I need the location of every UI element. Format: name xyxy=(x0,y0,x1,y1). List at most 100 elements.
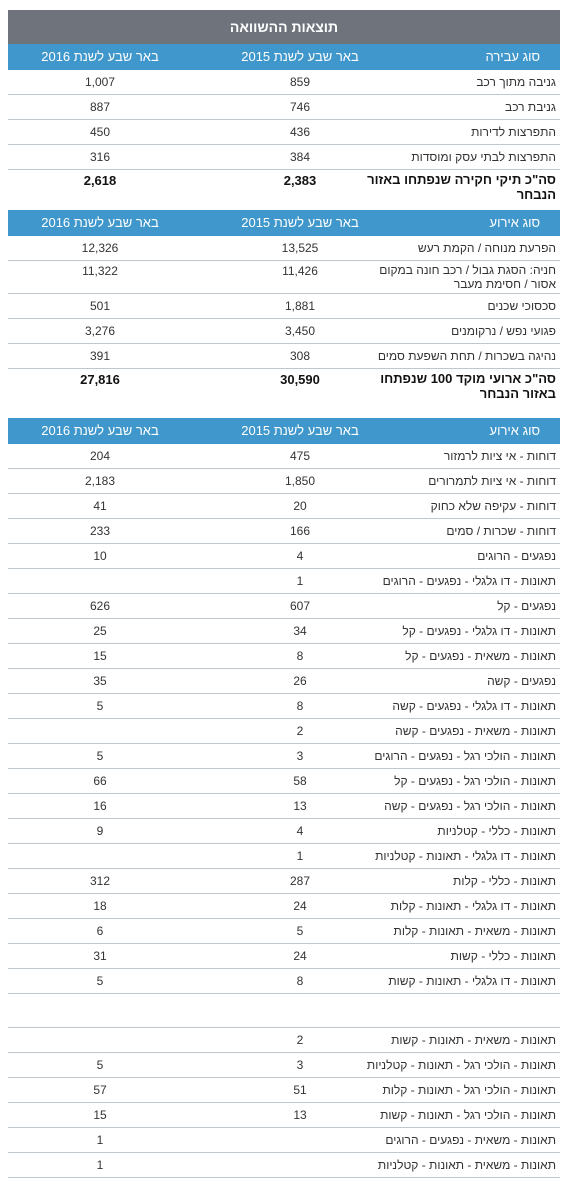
table-row: תאונות - משאית - נפגעים - הרוגים 1 xyxy=(8,1128,560,1153)
table-row: תאונות - הולכי רגל - תאונות - קלות 51 57 xyxy=(8,1078,560,1103)
value-2016: 15 xyxy=(93,649,107,663)
value-2015: 24 xyxy=(293,899,307,913)
row-label: תאונות - הולכי רגל - נפגעים - קל xyxy=(394,774,556,788)
table-row: תאונות - כללי - קשות 24 31 xyxy=(8,944,560,969)
value-2016: 450 xyxy=(89,125,111,139)
value-2015: 13 xyxy=(293,1108,307,1122)
table-row: נהיגה בשכרות / תחת השפעת סמים 308 391 xyxy=(8,344,560,369)
row-label: תאונות - משאית - תאונות - קשות xyxy=(391,1033,556,1047)
value-2015: 3 xyxy=(296,749,304,763)
value-2015: 4 xyxy=(296,824,304,838)
row-label: תאונות - משאית - תאונות - קלות xyxy=(393,924,556,938)
total-row: סה"כ תיקי חקירה שנפתחו באזור הנבחר 2,383 2… xyxy=(8,170,560,203)
table-row: תאונות - דו גלגלי - תאונות - קלות 24 18 xyxy=(8,894,560,919)
value-2016: 41 xyxy=(93,499,107,513)
column-header-type: סוג אירוע xyxy=(489,215,540,230)
row-label: פגועי נפש / נרקומנים xyxy=(451,324,556,338)
value-2015: 13 xyxy=(293,799,307,813)
page-title: תוצאות ההשוואה xyxy=(8,10,560,44)
value-2016: 57 xyxy=(93,1083,107,1097)
row-label: חניה: הסגת גבול / רכב חונה במקום אסור / … xyxy=(379,263,556,291)
row-label: תאונות - דו גלגלי - תאונות - קשות xyxy=(388,974,556,988)
value-2015: 166 xyxy=(289,524,311,538)
row-label: גניבת רכב xyxy=(505,100,556,114)
row-label: תאונות - משאית - תאונות - קטלניות xyxy=(377,1158,556,1172)
table-row: תאונות - הולכי רגל - נפגעים - הרוגים 3 5 xyxy=(8,744,560,769)
table-row: הפרעת מנוחה / הקמת רעש 13,525 12,326 xyxy=(8,236,560,261)
value-2015: 859 xyxy=(289,75,311,89)
value-2015: 26 xyxy=(293,674,307,688)
table-row: התפרצות לדירות 436 450 xyxy=(8,120,560,145)
column-header-type: סוג אירוע xyxy=(489,423,540,438)
row-label: תאונות - הולכי רגל - תאונות - קשות xyxy=(380,1108,556,1122)
value-2016: 15 xyxy=(93,1108,107,1122)
table-header: סוג אירוע באר שבע לשנת 2015 באר שבע לשנת 2… xyxy=(8,418,560,444)
value-2015: 308 xyxy=(289,349,311,363)
row-label: תאונות - דו גלגלי - נפגעים - הרוגים xyxy=(382,574,556,588)
table-row: תאונות - דו גלגלי - נפגעים - הרוגים 1 xyxy=(8,569,560,594)
row-label: נפגעים - קל xyxy=(497,599,556,613)
total-row: סה"כ ארועי מוקד 100 שנפתחו באזור הנבחר 30… xyxy=(8,369,560,402)
row-label: תאונות - דו גלגלי - נפגעים - קשה xyxy=(392,699,556,713)
value-2015: 287 xyxy=(289,874,311,888)
value-2016: 1,007 xyxy=(84,75,116,89)
value-2015: 475 xyxy=(289,449,311,463)
table-row: תאונות - משאית - נפגעים - קשה 2 xyxy=(8,719,560,744)
value-2015: 2 xyxy=(296,724,304,738)
value-2016: 887 xyxy=(89,100,111,114)
value-2016: 6 xyxy=(96,924,104,938)
value-2016: 3,276 xyxy=(84,324,116,338)
row-label: תאונות - דו גלגלי - תאונות - קטלניות xyxy=(375,849,556,863)
value-2016 xyxy=(40,999,160,1011)
value-2015: 1 xyxy=(296,574,304,588)
value-2015: 11,426 xyxy=(282,264,318,278)
column-header-2016: באר שבע לשנת 2016 xyxy=(41,49,159,64)
value-2015: 1,850 xyxy=(284,474,316,488)
value-2016: 25 xyxy=(93,624,107,638)
value-2015: 30,590 xyxy=(280,372,320,387)
value-2016: 204 xyxy=(89,449,111,463)
row-label: תאונות - הולכי רגל - נפגעים - קשה xyxy=(384,799,556,813)
row-label: הפרעת מנוחה / הקמת רעש xyxy=(417,241,556,255)
value-2015: 34 xyxy=(293,624,307,638)
value-2016: 2,183 xyxy=(84,474,116,488)
value-2016: 12,326 xyxy=(81,241,119,255)
table-row: נפגעים - קשה 26 35 xyxy=(8,669,560,694)
table-row: תאונות - דו גלגלי - תאונות - קטלניות 1 xyxy=(8,844,560,869)
value-2016: 31 xyxy=(93,949,107,963)
value-2016: 626 xyxy=(89,599,111,613)
table-row: תאונות - כללי - קלות 287 312 xyxy=(8,869,560,894)
row-label: סה"כ ארועי מוקד 100 שנפתחו באזור הנבחר xyxy=(380,371,556,401)
table-row: תאונות - משאית - נפגעים - קל 8 15 xyxy=(8,644,560,669)
value-2015: 58 xyxy=(293,774,307,788)
value-2015: 1 xyxy=(296,849,304,863)
table-row: תאונות - דו גלגלי - נפגעים - קל 34 25 xyxy=(8,619,560,644)
value-2015: 8 xyxy=(296,649,304,663)
value-2016: 66 xyxy=(93,774,107,788)
row-label: סה"כ תיקי חקירה שנפתחו באזור הנבחר xyxy=(367,172,556,202)
table-row: תאונות - הולכי רגל - נפגעים - קשה 13 16 xyxy=(8,794,560,819)
row-label: תאונות - כללי - קשות xyxy=(450,949,556,963)
value-2016: 1 xyxy=(96,1133,104,1147)
row-label: תאונות - כללי - קלות xyxy=(453,874,556,888)
table-row: תאונות - דו גלגלי - נפגעים - קשה 8 5 xyxy=(8,694,560,719)
value-2015: 8 xyxy=(296,974,304,988)
value-2016: 5 xyxy=(96,974,104,988)
value-2016: 35 xyxy=(93,674,107,688)
value-2016: 9 xyxy=(96,824,104,838)
table-row: דוחות - אי ציות לרמזור 475 204 xyxy=(8,444,560,469)
value-2016: 233 xyxy=(89,524,111,538)
value-2015: 746 xyxy=(289,100,311,114)
table-row: תאונות - משאית - תאונות - קלות 5 6 xyxy=(8,919,560,944)
table-row: תאונות - משאית - תאונות - קשות 2 xyxy=(8,1028,560,1053)
row-label: דוחות - עקיפה שלא כחוק xyxy=(430,499,556,513)
table-row: נפגעים - הרוגים 4 10 xyxy=(8,544,560,569)
column-header-2016: באר שבע לשנת 2016 xyxy=(41,423,159,438)
row-label: סכסוכי שכנים xyxy=(487,299,556,313)
value-2016: 391 xyxy=(89,349,111,363)
row-label: דוחות - אי ציות לרמזור xyxy=(443,449,556,463)
row-label: התפרצות לדירות xyxy=(471,125,556,139)
row-label: דוחות - שכרות / סמים xyxy=(446,524,556,538)
table-row: תאונות - הולכי רגל - נפגעים - קל 58 66 xyxy=(8,769,560,794)
